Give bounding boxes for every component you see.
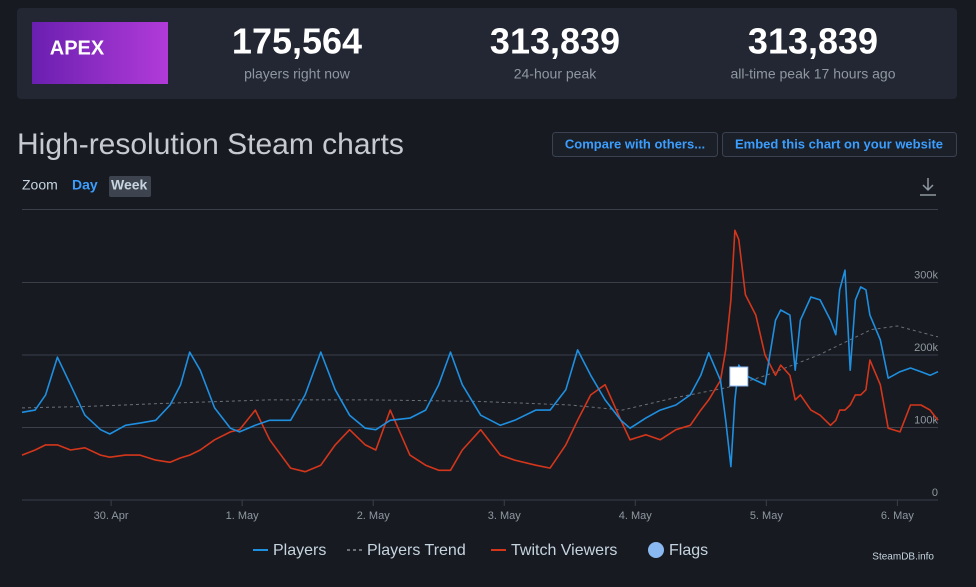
series-line bbox=[21, 229, 939, 473]
zoom-option[interactable]: Week bbox=[111, 177, 148, 193]
x-tick-label: 6. May bbox=[881, 510, 915, 522]
stat-value: 313,839 bbox=[490, 21, 620, 62]
legend-label: Players Trend bbox=[367, 542, 466, 559]
logo-text: APEX bbox=[50, 37, 105, 59]
zoom-option[interactable]: Day bbox=[72, 177, 98, 193]
x-tick-label: 2. May bbox=[357, 510, 391, 522]
stat-value: 175,564 bbox=[232, 21, 362, 62]
stat-value: 313,839 bbox=[748, 21, 878, 62]
y-tick-label: 200k bbox=[914, 342, 938, 354]
legend-label: Twitch Viewers bbox=[511, 542, 617, 559]
legend-swatch bbox=[648, 542, 664, 558]
x-tick-label: 5. May bbox=[750, 510, 784, 522]
x-tick-label: 1. May bbox=[226, 510, 260, 522]
watermark: SteamDB.info bbox=[872, 552, 934, 563]
stat-label: all-time peak 17 hours ago bbox=[731, 66, 896, 82]
download-icon[interactable] bbox=[920, 178, 936, 196]
section-title: High-resolution Steam charts bbox=[17, 128, 404, 161]
legend-label: Players bbox=[273, 542, 326, 559]
stat-label: 24-hour peak bbox=[514, 66, 598, 82]
flag bbox=[729, 366, 749, 387]
legend-label: Flags bbox=[669, 542, 708, 559]
y-tick-label: 0 bbox=[932, 487, 938, 499]
x-tick-label: 3. May bbox=[488, 510, 522, 522]
plot: 0 100k 200k 300k 30. Apr 1. May 2. May 3. May 4.… bbox=[21, 229, 939, 522]
zoom-label: Zoom bbox=[22, 177, 58, 193]
button[interactable] bbox=[552, 132, 718, 157]
header-card bbox=[17, 8, 957, 99]
button[interactable] bbox=[722, 132, 957, 157]
x-tick-label: 4. May bbox=[619, 510, 653, 522]
button-label: Embed this chart on your website bbox=[735, 136, 943, 151]
game-logo[interactable] bbox=[32, 22, 168, 84]
zoom-selected bbox=[109, 176, 151, 197]
button-label: Compare with others... bbox=[565, 136, 705, 151]
y-tick-label: 300k bbox=[914, 269, 938, 281]
y-tick-label: 100k bbox=[914, 414, 938, 426]
x-tick-label: 30. Apr bbox=[94, 510, 129, 522]
series-line bbox=[21, 325, 939, 411]
series-line bbox=[21, 269, 939, 468]
stat-label: players right now bbox=[244, 66, 351, 82]
